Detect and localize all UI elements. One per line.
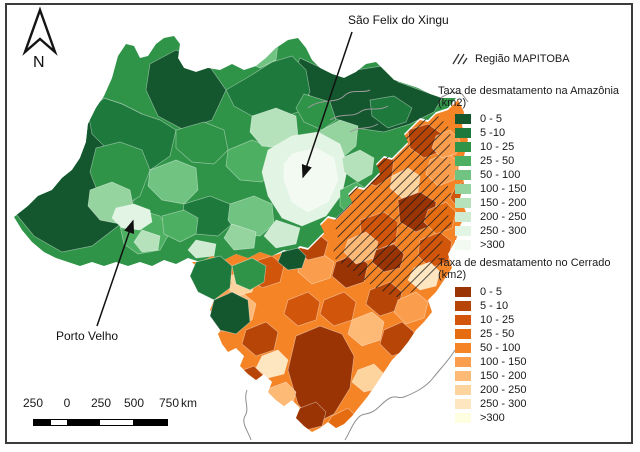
legend-item: 250 - 300 <box>438 397 634 411</box>
legend-swatch <box>455 198 471 208</box>
legend-item-label: 250 - 300 <box>480 225 527 237</box>
legend-swatch <box>455 226 471 236</box>
legend-item-label: 250 - 300 <box>480 398 527 410</box>
scale-bar-segment <box>100 420 133 425</box>
legend-swatch <box>455 114 471 124</box>
scale-label: 250 <box>90 396 112 410</box>
legend-item: 10 - 25 <box>438 140 634 154</box>
legend-item-label: 5 - 10 <box>480 300 509 312</box>
legend-swatch <box>455 156 471 166</box>
legend-item-label: 25 - 50 <box>480 328 515 340</box>
legend-swatch <box>455 128 471 138</box>
legend-item: 200 - 250 <box>438 210 634 224</box>
legend-item-label: 10 - 25 <box>480 314 515 326</box>
legend-matopiba-label: Região MAPITOBA <box>475 52 570 65</box>
legend-matopiba: Região MAPITOBA <box>438 52 634 65</box>
legend-swatch <box>455 413 471 423</box>
legend-swatch <box>455 371 471 381</box>
legend-item: 5 - 10 <box>438 299 634 313</box>
porto-velho-arrow <box>96 219 135 327</box>
scale-bar-segment <box>34 420 51 425</box>
legend-swatch <box>455 142 471 152</box>
scale-bar-segment <box>133 420 167 425</box>
legend-item-label: 150 - 200 <box>480 197 527 209</box>
legend-swatch <box>455 301 471 311</box>
legend-item-label: 50 - 100 <box>480 342 521 354</box>
legend-item: 0 - 5 <box>438 285 634 299</box>
legend-item: 10 - 25 <box>438 313 634 327</box>
legend-item-label: >300 <box>480 412 505 424</box>
sao-felix-arrow <box>301 31 353 179</box>
legend-cerrado-items: 0 - 5 5 - 10 10 - 25 25 - 50 50 - 100 10… <box>438 285 634 425</box>
legend-swatch <box>455 287 471 297</box>
legend: Região MAPITOBA Taxa de desmatamento na … <box>438 52 634 425</box>
legend-item-label: 0 - 5 <box>480 113 503 125</box>
legend-item: 100 - 150 <box>438 355 634 369</box>
legend-item: 5 -10 <box>438 126 634 140</box>
river-lines <box>307 89 389 133</box>
amazon-southern-lobes <box>189 247 307 335</box>
scale-bar-segment <box>67 420 100 425</box>
legend-item: 0 - 5 <box>438 112 634 126</box>
hatch-icon <box>452 53 468 64</box>
legend-item: 150 - 200 <box>438 196 634 210</box>
legend-swatch <box>455 212 471 222</box>
scale-label: 0 <box>63 396 71 410</box>
legend-item-label: 25 - 50 <box>480 155 515 167</box>
legend-item: 50 - 100 <box>438 168 634 182</box>
legend-item: 200 - 250 <box>438 383 634 397</box>
scale-label: 250 <box>22 396 44 410</box>
coastline <box>243 91 469 441</box>
north-label: N <box>33 54 45 71</box>
amazon-municipal-patches <box>15 36 443 259</box>
legend-item: 250 - 300 <box>438 224 634 238</box>
legend-item: >300 <box>438 238 634 252</box>
legend-item-label: 100 - 150 <box>480 183 527 195</box>
legend-item: 25 - 50 <box>438 327 634 341</box>
legend-item: >300 <box>438 411 634 425</box>
legend-item-label: 200 - 250 <box>480 211 527 223</box>
legend-item-label: 200 - 250 <box>480 384 527 396</box>
figure-border <box>5 3 633 444</box>
legend-item: 50 - 100 <box>438 341 634 355</box>
legend-item-label: 100 - 150 <box>480 356 527 368</box>
north-arrow <box>22 6 58 56</box>
legend-item-label: >300 <box>480 239 505 251</box>
legend-item: 100 - 150 <box>438 182 634 196</box>
scale-label: 500 <box>123 396 145 410</box>
legend-swatch <box>455 170 471 180</box>
annotation-porto-velho: Porto Velho <box>56 329 119 343</box>
annotation-sao-felix-do-xingu: São Felix do Xingu <box>348 13 449 27</box>
legend-swatch <box>455 329 471 339</box>
legend-item-label: 50 - 100 <box>480 169 521 181</box>
legend-amazon-title: Taxa de desmatamento na Amazônia (km2) <box>438 85 620 109</box>
legend-item-label: 150 - 200 <box>480 370 527 382</box>
legend-item: 25 - 50 <box>438 154 634 168</box>
scale-bar-segment <box>51 420 67 425</box>
legend-item-label: 10 - 25 <box>480 141 515 153</box>
legend-swatch <box>455 399 471 409</box>
legend-swatch <box>455 385 471 395</box>
legend-item: 150 - 200 <box>438 369 634 383</box>
legend-item-label: 5 -10 <box>480 127 506 139</box>
legend-amazon-items: 0 - 5 5 -10 10 - 25 25 - 50 50 - 100 100… <box>438 112 634 252</box>
legend-swatch <box>455 315 471 325</box>
legend-cerrado-title: Taxa de desmatamento no Cerrado (km2) <box>438 257 611 281</box>
legend-item-label: 0 - 5 <box>480 286 503 298</box>
legend-swatch <box>455 184 471 194</box>
legend-swatch <box>455 343 471 353</box>
scale-bar <box>33 419 168 426</box>
scale-unit: km <box>181 396 197 410</box>
legend-swatch <box>455 240 471 250</box>
legend-swatch <box>455 357 471 367</box>
scale-label: 750 <box>158 396 180 410</box>
